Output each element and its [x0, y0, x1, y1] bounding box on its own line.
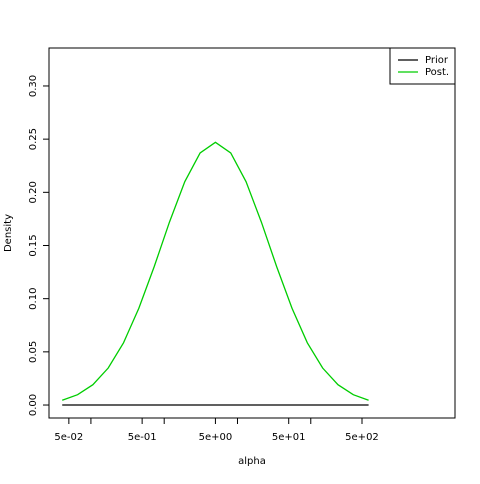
y-tick-label: 0.10	[28, 288, 39, 310]
legend-box	[389, 47, 456, 85]
x-axis-label: alpha	[238, 456, 266, 467]
y-tick-label: 0.05	[28, 341, 39, 363]
y-tick-label: 0.30	[28, 75, 39, 97]
series-line	[61, 141, 369, 401]
y-tick-label: 0.25	[28, 128, 39, 150]
x-tick-label: 5e+00	[199, 432, 233, 443]
x-tick-label: 5e+02	[345, 432, 379, 443]
x-tick-label: 5e-02	[54, 432, 83, 443]
y-tick-label: 0.20	[28, 181, 39, 203]
y-tick-label: 0.15	[28, 234, 39, 256]
plot-frame	[48, 47, 456, 419]
legend-label: Post.	[425, 67, 449, 78]
x-tick-label: 5e+01	[272, 432, 306, 443]
legend-label: Prior	[425, 55, 449, 66]
y-axis-label: Density	[3, 214, 14, 252]
x-tick-label: 5e-01	[128, 432, 157, 443]
y-tick-label: 0.00	[28, 394, 39, 416]
